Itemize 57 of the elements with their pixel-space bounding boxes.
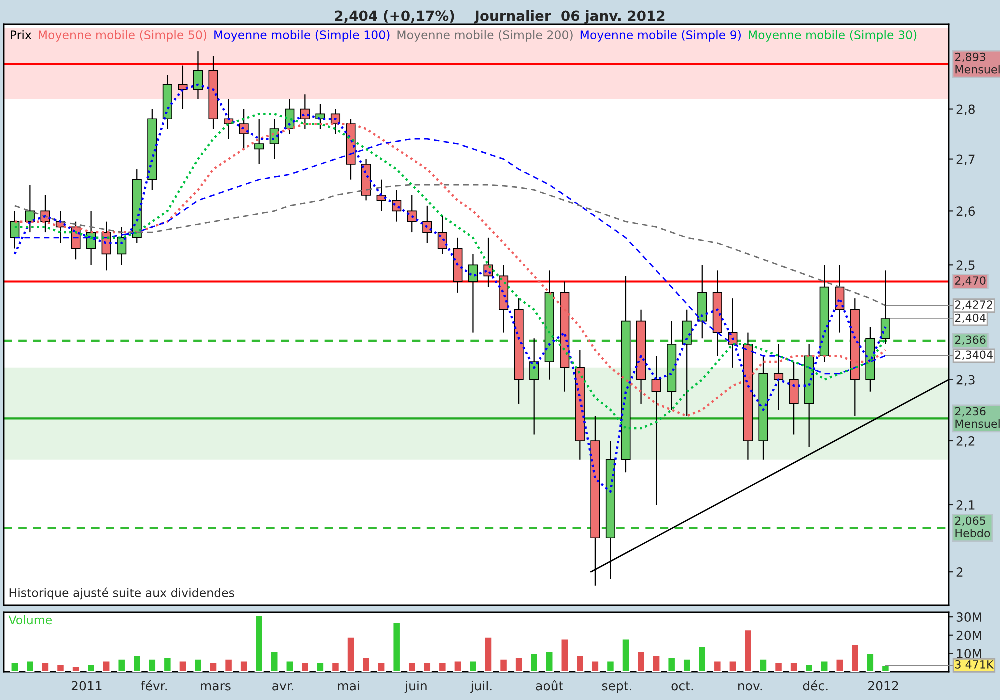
text: Moyenne mobile (Simple 200): [398, 30, 573, 42]
x-tick-label: 2011: [72, 681, 102, 691]
y-tick-label: 2,2: [956, 436, 975, 448]
candlestick: [774, 344, 784, 411]
y-tick-label: 2,7: [956, 154, 975, 166]
annotation: Historique ajusté suite aux dividendes: [10, 588, 234, 600]
candlestick: [10, 210, 20, 250]
candlestick: [880, 270, 890, 345]
x-tick-label: 2012: [868, 681, 898, 691]
y-tick-label: 2: [956, 568, 963, 577]
candlestick: [468, 254, 478, 334]
x-tick-label: nov.: [738, 684, 762, 691]
candlestick: [530, 338, 540, 436]
text: Moyenne mobile (Simple 100): [214, 30, 390, 42]
ref-line-label: 2,470: [955, 276, 986, 286]
y-tick-label: 2,6: [956, 206, 976, 218]
y-tick-label: 2,8: [956, 104, 975, 116]
x-tick-label: juil.: [470, 681, 492, 694]
text: Prix: [11, 30, 32, 40]
y-tick-label: 2,1: [956, 500, 975, 512]
candlestick: [178, 65, 188, 110]
y-tick-label: 2,5: [956, 260, 975, 272]
annotation: 2,404: [955, 314, 986, 324]
x-tick-label: juin: [404, 681, 427, 694]
x-tick-label: avr.: [272, 684, 294, 691]
candlestick: [652, 356, 662, 506]
text: Moyenne mobile (Simple 50): [38, 30, 207, 42]
ref-line-label: 2,065 Hebdo: [955, 516, 990, 538]
y-tick-label: 10M: [957, 649, 982, 659]
x-tick-label: oct.: [672, 682, 694, 691]
candlestick: [239, 108, 249, 150]
candlestick: [682, 309, 692, 417]
chart-title: 2,404 (+0,17%) Journalier 06 janv. 2012: [335, 10, 665, 24]
annotation: 3 471K: [956, 660, 994, 669]
candlestick: [438, 216, 448, 255]
ref-line-label: 2,893 Mensuel: [955, 52, 1000, 74]
text: Moyenne mobile (Simple 30): [749, 30, 917, 42]
x-tick-label: mars: [201, 684, 231, 691]
candlestick: [193, 51, 204, 100]
candlestick: [835, 264, 845, 334]
ref-line-label: 2,236 Mensuel: [955, 407, 1000, 428]
x-tick-label: sept.: [602, 682, 632, 694]
annotation: 2,3404: [955, 350, 993, 360]
x-tick-label: févr.: [141, 680, 167, 691]
chart-title: Volume: [8, 615, 52, 625]
text: Moyenne mobile (Simple 9): [580, 30, 741, 42]
y-tick-label: 20M: [956, 630, 982, 640]
x-tick-label: août: [536, 680, 564, 691]
y-tick-label: 30M: [956, 612, 982, 622]
annotation: 2,4272: [955, 300, 992, 310]
candlestick: [254, 118, 264, 165]
x-tick-label: mai: [338, 681, 360, 691]
x-tick-label: déc.: [803, 680, 828, 691]
candlestick: [484, 237, 494, 288]
y-tick-label: 2,3: [956, 375, 975, 386]
ref-line-label: 2,366: [955, 336, 986, 346]
candlestick: [422, 205, 432, 244]
